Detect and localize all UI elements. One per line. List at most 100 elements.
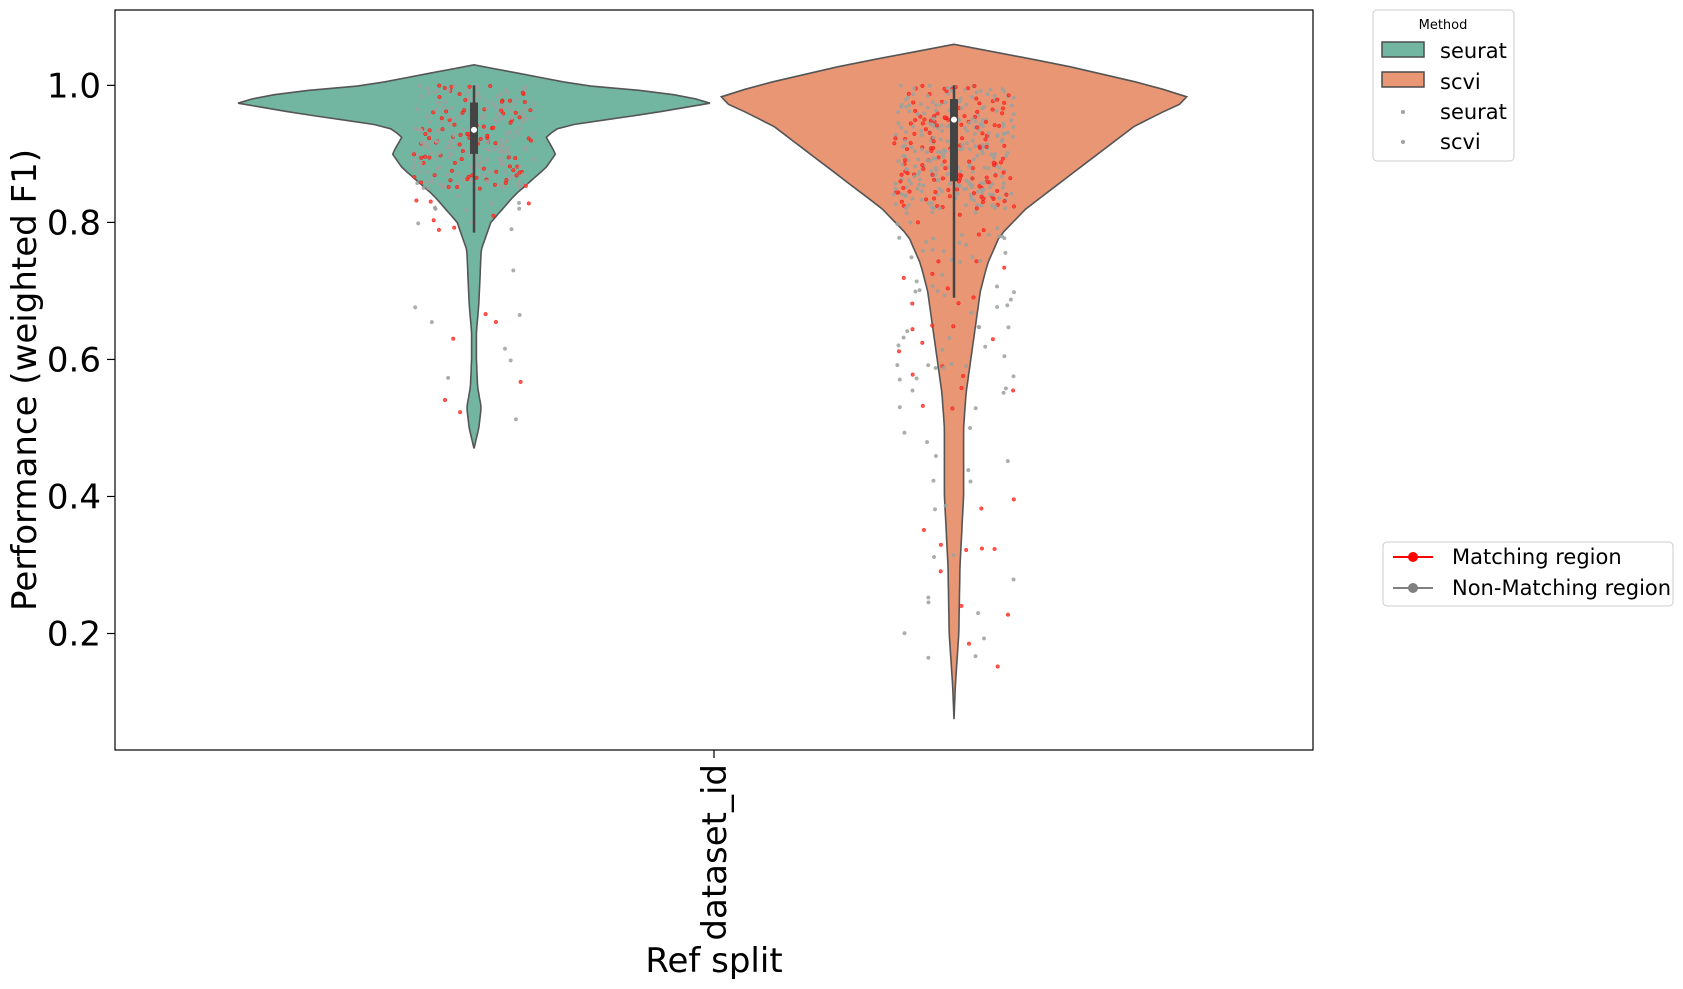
- point-matching: [933, 189, 938, 195]
- point-non-matching: [498, 138, 503, 143]
- point-matching: [451, 336, 456, 341]
- y-tick-label: 0.6: [47, 340, 101, 380]
- legend-method: Method seurat scvi seurat scvi: [1372, 9, 1515, 162]
- point-non-matching: [990, 181, 995, 186]
- point-non-matching: [917, 288, 922, 293]
- point-non-matching: [1001, 181, 1006, 186]
- point-non-matching: [973, 144, 978, 149]
- point-non-matching: [445, 172, 450, 178]
- point-matching: [898, 179, 903, 184]
- point-non-matching: [896, 121, 901, 126]
- point-matching: [452, 122, 457, 127]
- point-non-matching: [1001, 185, 1006, 190]
- y-tick-label: 0.2: [47, 615, 101, 655]
- point-non-matching: [982, 180, 987, 186]
- point-non-matching: [935, 149, 940, 155]
- point-non-matching: [975, 202, 980, 207]
- point-matching: [990, 337, 995, 342]
- point-non-matching: [996, 234, 1001, 239]
- point-matching: [931, 146, 936, 151]
- point-matching: [427, 128, 432, 133]
- point-non-matching: [919, 147, 924, 152]
- point-non-matching: [943, 503, 948, 508]
- point-matching: [959, 136, 965, 141]
- point-matching: [903, 158, 908, 163]
- point-matching: [442, 85, 447, 91]
- point-non-matching: [425, 114, 430, 119]
- point-non-matching: [906, 178, 912, 183]
- point-non-matching: [1004, 154, 1009, 159]
- point-matching: [981, 196, 986, 201]
- point-non-matching: [416, 83, 422, 89]
- point-matching: [1002, 199, 1007, 204]
- point-non-matching: [986, 232, 991, 237]
- point-non-matching: [941, 365, 946, 370]
- point-non-matching: [1009, 103, 1014, 108]
- point-non-matching: [948, 181, 953, 186]
- point-matching: [983, 137, 988, 142]
- violins: [237, 43, 1189, 720]
- point-non-matching: [916, 157, 921, 162]
- point-non-matching: [413, 305, 418, 310]
- point-non-matching: [943, 100, 948, 105]
- point-matching: [920, 83, 925, 88]
- point-non-matching: [426, 91, 431, 96]
- point-matching: [957, 212, 962, 217]
- point-matching: [924, 197, 929, 202]
- point-matching: [452, 225, 457, 230]
- point-non-matching: [518, 126, 523, 131]
- point-non-matching: [912, 174, 917, 179]
- point-matching: [436, 227, 441, 232]
- point-non-matching: [485, 140, 490, 145]
- point-non-matching: [516, 131, 521, 136]
- point-non-matching: [904, 97, 909, 102]
- point-non-matching: [449, 139, 454, 144]
- point-matching: [957, 172, 962, 177]
- point-matching: [974, 206, 979, 211]
- point-non-matching: [509, 115, 514, 121]
- point-non-matching: [915, 186, 920, 191]
- point-non-matching: [412, 162, 417, 167]
- point-matching: [896, 349, 902, 354]
- legend-marker-seurat: [1401, 110, 1405, 114]
- point-non-matching: [978, 258, 983, 263]
- point-non-matching: [495, 112, 500, 117]
- point-non-matching: [477, 155, 482, 160]
- point-matching: [927, 130, 932, 135]
- point-non-matching: [412, 157, 417, 162]
- box-median: [951, 116, 957, 123]
- point-matching: [935, 203, 940, 209]
- point-non-matching: [438, 181, 443, 187]
- point-non-matching: [506, 104, 511, 110]
- point-matching: [959, 122, 964, 127]
- point-non-matching: [973, 654, 978, 659]
- point-non-matching: [1000, 86, 1005, 91]
- point-matching: [491, 125, 496, 130]
- point-non-matching: [915, 172, 921, 177]
- point-non-matching: [981, 636, 987, 641]
- point-matching: [956, 301, 961, 306]
- point-matching: [485, 133, 490, 138]
- point-matching: [910, 301, 915, 306]
- point-matching: [488, 83, 493, 89]
- point-non-matching: [994, 108, 999, 113]
- point-non-matching: [982, 187, 987, 192]
- legend-patch-seurat: [1381, 41, 1425, 58]
- point-non-matching: [976, 324, 981, 330]
- point-non-matching: [919, 189, 924, 194]
- point-non-matching: [416, 221, 421, 226]
- point-non-matching: [424, 169, 429, 175]
- point-non-matching: [898, 83, 903, 88]
- legend-title: Method: [1419, 18, 1468, 33]
- point-non-matching: [478, 115, 483, 121]
- point-non-matching: [958, 169, 963, 174]
- point-non-matching: [895, 222, 900, 227]
- y-tick-label: 1.0: [47, 66, 101, 106]
- point-non-matching: [904, 166, 909, 172]
- point-matching: [501, 111, 506, 116]
- point-matching: [974, 259, 979, 264]
- point-non-matching: [442, 182, 447, 187]
- point-non-matching: [514, 97, 519, 102]
- point-non-matching: [910, 388, 915, 393]
- point-non-matching: [918, 102, 924, 107]
